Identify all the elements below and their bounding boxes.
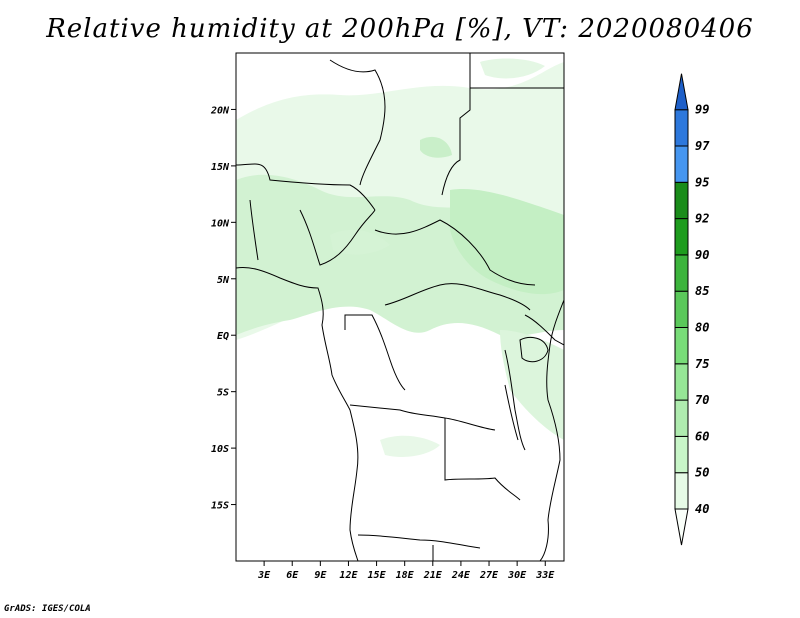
border-congo	[344, 314, 406, 391]
lon-tick-label: 33E	[535, 570, 555, 581]
map-frame	[235, 52, 565, 562]
lat-tick-label: 15N	[211, 162, 230, 173]
colorbar-label: 97	[695, 139, 710, 153]
lon-ticks: 3E 6E 9E 12E 15E 18E 21E 24E 27E 30E 33E	[257, 561, 555, 581]
lat-tick-label: 10N	[211, 218, 230, 229]
colorbar-label: 50	[695, 466, 709, 480]
humidity-shading	[236, 58, 564, 457]
lon-tick-label: 24E	[451, 570, 471, 581]
colorbar-label: 80	[695, 321, 709, 335]
coastline-west-africa	[236, 267, 359, 561]
colorbar-segment	[674, 327, 689, 365]
grads-credit: GrADS: IGES/COLA	[4, 604, 91, 614]
humidity-region-patch-1	[380, 435, 440, 457]
colorbar-segment	[674, 290, 689, 329]
lon-tick-label: 21E	[423, 570, 443, 581]
colorbar-label: 70	[695, 393, 709, 407]
colorbar-label: 40	[695, 502, 709, 516]
colorbar-label: 92	[695, 212, 709, 226]
colorbar-low-triangle	[674, 508, 689, 546]
colorbar-segment	[674, 109, 689, 147]
lon-tick-label: 27E	[479, 570, 499, 581]
colorbar-segment	[674, 399, 689, 437]
colorbar-segment	[674, 472, 689, 510]
colorbar-segment	[674, 363, 689, 401]
colorbar-label: 99	[695, 103, 709, 117]
border-angola-namibia	[357, 534, 481, 549]
lat-tick-label: 15S	[211, 501, 229, 512]
lat-tick-label: 5N	[217, 275, 230, 286]
lon-tick-label: 15E	[368, 570, 387, 581]
lon-tick-label: 30E	[507, 570, 527, 581]
border-nigeria-cameroon	[299, 209, 376, 266]
colorbar-label: 90	[695, 248, 709, 262]
humidity-region-patch-4	[480, 58, 545, 79]
humidity-region-patch-3	[420, 136, 452, 158]
humidity-region-east	[450, 189, 564, 295]
border-lakes	[504, 349, 526, 451]
border-chad-car	[374, 219, 536, 286]
lat-tick-label: 5S	[217, 388, 229, 399]
colorbar-segment	[674, 254, 689, 292]
humidity-region-south-band	[500, 330, 564, 440]
lon-tick-label: 18E	[396, 570, 415, 581]
border-chad-north	[329, 59, 386, 186]
border-ghana-togo	[249, 199, 259, 261]
lat-tick-label: 10S	[211, 444, 229, 455]
lon-tick-label: 9E	[314, 570, 327, 581]
colorbar: 40 50 60 70 75 80 85 90 92 95 97 99	[674, 73, 710, 546]
border-libya-sudan	[441, 53, 471, 196]
border-east-uganda	[524, 314, 564, 346]
lat-ticks: 20N 15N 10N 5N EQ 5S 10S 15S	[210, 105, 236, 512]
country-borders	[236, 53, 564, 561]
colorbar-segment	[674, 181, 689, 220]
lat-tick-label: 20N	[210, 105, 230, 116]
lat-tick-label: EQ	[217, 331, 229, 342]
colorbar-label: 60	[695, 429, 709, 443]
lake-victoria	[519, 337, 549, 363]
colorbar-segment	[674, 218, 689, 256]
lon-tick-label: 3E	[257, 570, 271, 581]
colorbar-segment	[674, 435, 689, 474]
lon-tick-label: 12E	[339, 570, 358, 581]
border-angola-zambia	[444, 418, 521, 501]
colorbar-label: 75	[695, 357, 709, 371]
border-sahel	[236, 163, 376, 211]
colorbar-label: 95	[695, 175, 709, 189]
lake-tanganyika	[504, 384, 519, 441]
colorbar-segment	[674, 145, 689, 183]
border-car-drc	[384, 283, 531, 311]
coastline-east-africa	[539, 299, 564, 561]
colorbar-high-triangle	[674, 73, 689, 111]
lon-tick-label: 6E	[286, 570, 299, 581]
map-title: Relative humidity at 200hPa [%], VT: 202…	[46, 14, 754, 44]
border-drc-angola	[349, 404, 496, 431]
colorbar-label: 85	[695, 284, 709, 298]
